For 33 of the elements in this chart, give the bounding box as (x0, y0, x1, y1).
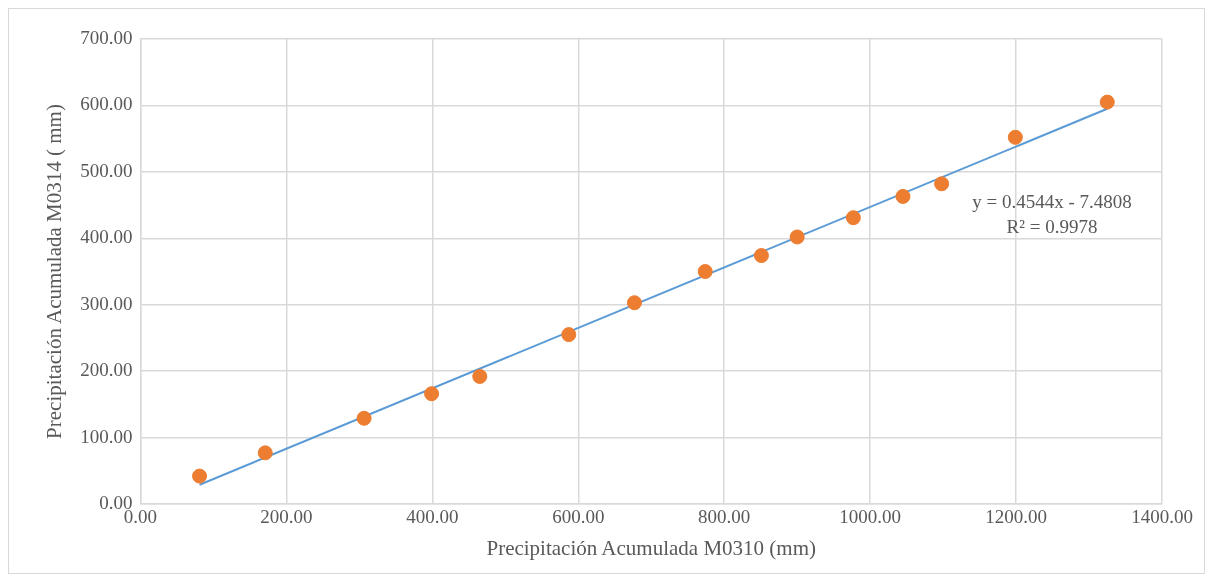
y-tick-label: 500.00 (80, 159, 133, 181)
point (789, 229, 805, 245)
point (1007, 129, 1023, 145)
point (356, 410, 372, 426)
point (561, 327, 577, 343)
point (697, 264, 713, 279)
point (472, 368, 488, 384)
x-tick-label: 1400.00 (1131, 506, 1193, 528)
y-tick-label: 200.00 (80, 359, 133, 381)
point (257, 445, 273, 461)
point (934, 176, 950, 192)
point (1099, 94, 1115, 110)
x-tick-label: 800.00 (698, 506, 751, 528)
point (626, 295, 642, 311)
y-tick-label: 100.00 (80, 425, 133, 447)
x-axis-title: Precipitación Acumulada M0310 (mm) (486, 535, 816, 560)
point (895, 188, 911, 204)
x-tick-label: 400.00 (406, 506, 459, 528)
point (192, 468, 208, 484)
y-tick-label: 700.00 (80, 26, 133, 48)
x-tick-label: 600.00 (552, 506, 605, 528)
y-axis-title: Precipitación Acumulada M0314 ( mm) (42, 104, 67, 439)
y-tick-label: 400.00 (80, 226, 133, 248)
annotation: R² = 0.9978 (1006, 215, 1098, 237)
x-tick-label: 200.00 (260, 506, 313, 528)
y-tick-label: 300.00 (80, 292, 133, 314)
point (753, 248, 769, 264)
point (424, 386, 440, 402)
x-tick-label: 1000.00 (839, 506, 901, 528)
y-tick-label: 600.00 (80, 93, 133, 115)
x-tick-label: 1200.00 (985, 506, 1047, 528)
point (845, 210, 861, 226)
annotation: y = 0.4544x - 7.4808 (972, 190, 1132, 212)
